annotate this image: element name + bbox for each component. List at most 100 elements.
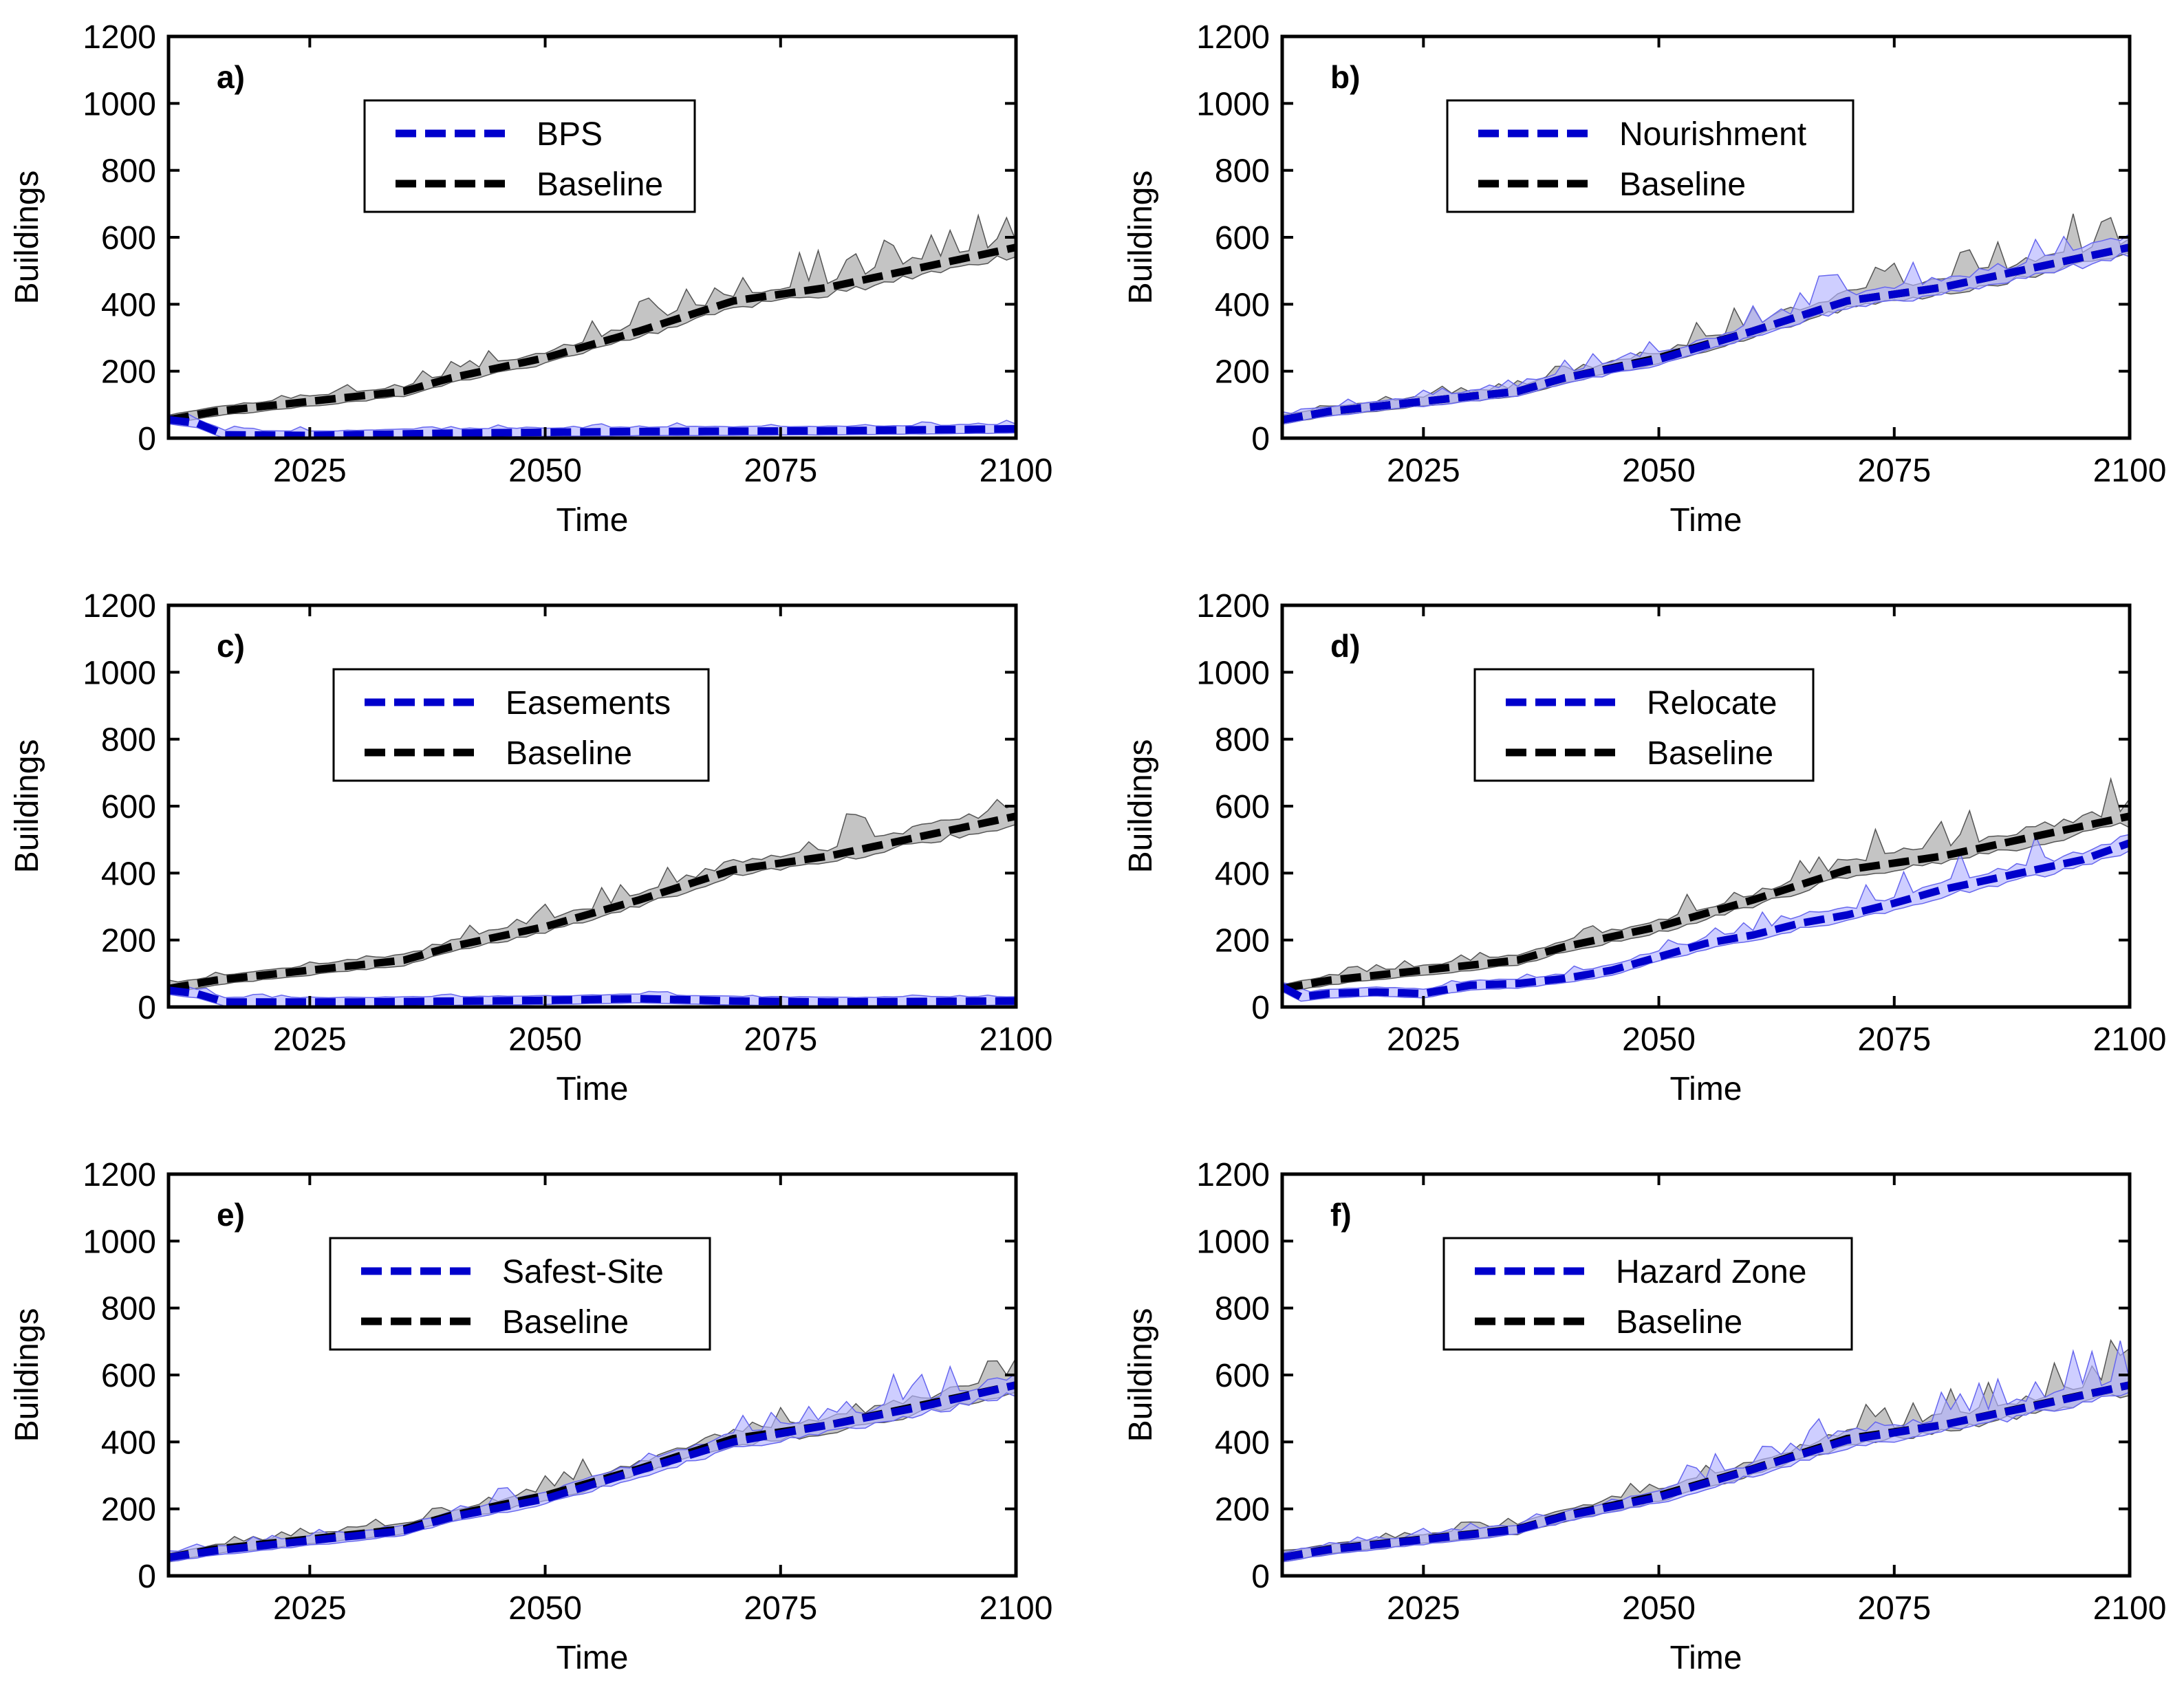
y-tick-label: 1200 bbox=[83, 1157, 156, 1193]
y-tick-label: 1200 bbox=[1196, 1157, 1270, 1193]
legend-label: Safest-Site bbox=[502, 1254, 664, 1290]
legend-label: Nourishment bbox=[1619, 116, 1806, 153]
legend-label: Baseline bbox=[502, 1304, 629, 1341]
x-axis-title: Time bbox=[1670, 1071, 1742, 1107]
x-tick-label: 2100 bbox=[980, 1021, 1053, 1058]
y-tick-label: 1200 bbox=[1196, 19, 1270, 56]
y-axis-title: Buildings bbox=[1123, 171, 1159, 305]
y-tick-label: 600 bbox=[1215, 789, 1270, 825]
baseline-envelope bbox=[1282, 777, 2130, 994]
x-tick-label: 2025 bbox=[1387, 453, 1460, 489]
y-tick-label: 1000 bbox=[1196, 1224, 1270, 1260]
x-tick-label: 2025 bbox=[1387, 1590, 1460, 1627]
x-axis-title: Time bbox=[556, 1071, 629, 1107]
y-tick-label: 200 bbox=[101, 354, 156, 391]
legend-box bbox=[1446, 99, 1855, 213]
plot-area bbox=[169, 1356, 1016, 1563]
y-tick-label: 1000 bbox=[1196, 86, 1270, 122]
x-tick-label: 2075 bbox=[744, 453, 817, 489]
legend: Relocate Baseline bbox=[1473, 668, 1815, 782]
x-tick-label: 2100 bbox=[980, 1590, 1053, 1627]
x-tick-label: 2050 bbox=[1622, 1021, 1696, 1058]
y-tick-label: 800 bbox=[1215, 153, 1270, 190]
legend-label: Easements bbox=[506, 685, 671, 722]
legend: Nourishment Baseline bbox=[1446, 99, 1855, 213]
scenario-envelope bbox=[169, 1365, 1016, 1563]
panel-label: c) bbox=[217, 628, 245, 664]
y-axis-title: Buildings bbox=[9, 171, 45, 305]
x-tick-label: 2025 bbox=[1387, 1021, 1460, 1058]
y-axis-title: Buildings bbox=[9, 1308, 45, 1442]
y-tick-label: 800 bbox=[101, 153, 156, 190]
x-tick-label: 2100 bbox=[2093, 1590, 2167, 1627]
plot-area bbox=[169, 799, 1016, 1007]
y-tick-label: 1000 bbox=[83, 655, 156, 691]
y-tick-label: 200 bbox=[1215, 1492, 1270, 1528]
series-line-bps bbox=[169, 415, 1016, 438]
scenario-envelope bbox=[1282, 834, 2130, 1002]
panel-label: b) bbox=[1330, 59, 1360, 95]
legend-label: Relocate bbox=[1647, 685, 1777, 722]
y-tick-label: 1000 bbox=[83, 86, 156, 122]
y-tick-label: 0 bbox=[138, 990, 156, 1026]
scenario-envelope bbox=[1282, 233, 2130, 425]
x-tick-label: 2075 bbox=[744, 1590, 817, 1627]
plot-area bbox=[1282, 1339, 2130, 1563]
series-line-easements bbox=[169, 986, 1016, 1006]
y-tick-label: 600 bbox=[1215, 1358, 1270, 1394]
legend-box bbox=[329, 1237, 711, 1351]
y-tick-label: 800 bbox=[1215, 722, 1270, 759]
legend: Safest-Site Baseline bbox=[329, 1237, 711, 1351]
panel-4: 0 200 400 600 800 1000 1200 2025 2050 2075 2100 Tim… bbox=[1123, 588, 2166, 1107]
plot-area bbox=[169, 213, 1016, 438]
panel-label: a) bbox=[217, 59, 245, 95]
y-axis-title: Buildings bbox=[1123, 739, 1159, 874]
y-tick-label: 600 bbox=[101, 220, 156, 257]
legend-box bbox=[363, 99, 696, 213]
legend-label: Baseline bbox=[1616, 1304, 1742, 1341]
x-tick-label: 2050 bbox=[508, 1590, 582, 1627]
x-axis-title: Time bbox=[1670, 502, 1742, 539]
y-tick-label: 0 bbox=[1251, 990, 1270, 1026]
scenario-envelope bbox=[1282, 1341, 2130, 1563]
x-tick-label: 2075 bbox=[1857, 1021, 1931, 1058]
x-tick-label: 2025 bbox=[273, 453, 347, 489]
x-tick-label: 2025 bbox=[273, 1021, 347, 1058]
panel-label: d) bbox=[1330, 628, 1360, 664]
panel-2: 0 200 400 600 800 1000 1200 2025 2050 2075 2100 Tim… bbox=[1123, 19, 2166, 539]
series-line-relocate bbox=[1282, 839, 2130, 1001]
x-tick-label: 2100 bbox=[2093, 453, 2167, 489]
x-tick-label: 2050 bbox=[508, 1021, 582, 1058]
baseline-envelope bbox=[1282, 1339, 2130, 1563]
plot-frame bbox=[1280, 1172, 2132, 1578]
y-tick-label: 400 bbox=[1215, 1424, 1270, 1461]
plot-area bbox=[1282, 213, 2130, 425]
y-axis-title: Buildings bbox=[9, 739, 45, 874]
y-tick-label: 1000 bbox=[1196, 655, 1270, 691]
panel-1: 0 200 400 600 800 1000 1200 2025 2050 2075 2100 Tim… bbox=[9, 19, 1052, 539]
y-tick-label: 400 bbox=[1215, 287, 1270, 323]
y-tick-label: 1200 bbox=[83, 588, 156, 625]
panel-3: 0 200 400 600 800 1000 1200 2025 2050 2075 2100 Tim… bbox=[9, 588, 1052, 1107]
y-tick-label: 800 bbox=[1215, 1291, 1270, 1328]
y-tick-label: 200 bbox=[1215, 923, 1270, 960]
y-tick-label: 800 bbox=[101, 722, 156, 759]
y-tick-label: 1200 bbox=[1196, 588, 1270, 625]
plot-frame bbox=[166, 34, 1018, 440]
x-tick-label: 2075 bbox=[744, 1021, 817, 1058]
panel-6: 0 200 400 600 800 1000 1200 2025 2050 2075 2100 Tim… bbox=[1123, 1157, 2166, 1676]
y-tick-label: 0 bbox=[138, 1559, 156, 1595]
legend-label: Baseline bbox=[1619, 166, 1746, 203]
y-tick-label: 200 bbox=[101, 923, 156, 960]
legend: Easements Baseline bbox=[332, 668, 710, 782]
x-axis-title: Time bbox=[556, 502, 629, 539]
legend-label: Baseline bbox=[537, 166, 663, 203]
panel-5: 0 200 400 600 800 1000 1200 2025 2050 2075 2100 Tim… bbox=[9, 1157, 1052, 1676]
legend-box bbox=[332, 668, 710, 782]
x-tick-label: 2075 bbox=[1857, 1590, 1931, 1627]
baseline-envelope bbox=[169, 213, 1016, 425]
legend-label: Baseline bbox=[506, 735, 632, 772]
legend-label: Baseline bbox=[1647, 735, 1773, 772]
y-tick-label: 400 bbox=[101, 287, 156, 323]
y-tick-label: 1000 bbox=[83, 1224, 156, 1260]
